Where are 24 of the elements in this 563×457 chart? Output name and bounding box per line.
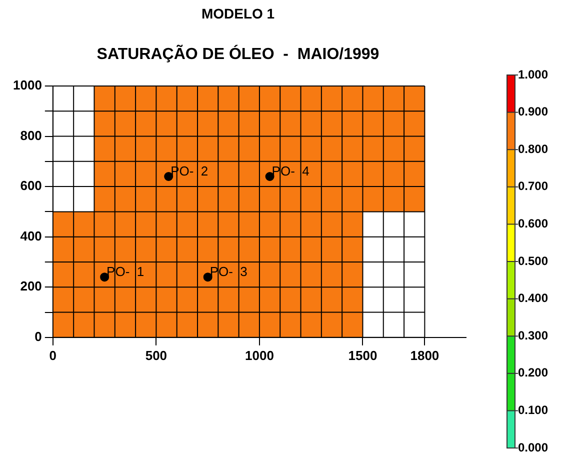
color-bar-label: 0.000	[518, 440, 548, 454]
color-bar-label: 0.300	[518, 328, 548, 342]
color-bar-label: 1.000	[518, 67, 548, 82]
chart-title: MODELO 1	[201, 5, 275, 22]
y-tick-label: 1000	[13, 78, 42, 93]
y-tick-label: 400	[20, 228, 42, 244]
x-tick-label: 500	[145, 348, 168, 363]
color-bar-label: 0.100	[518, 403, 548, 418]
y-tick-label: 0	[34, 328, 42, 344]
x-tick-label: 1800	[410, 348, 440, 363]
x-tick-label: 1000	[245, 348, 274, 363]
y-tick-label: 200	[20, 278, 42, 294]
chart-subtitle: SATURAÇÃO DE ÓLEO - MAIO/1999	[96, 44, 380, 63]
x-tick-label: 1500	[348, 348, 378, 363]
color-bar-label: 0.600	[518, 216, 548, 231]
color-bar-label: 0.800	[518, 142, 548, 156]
y-tick-label: 800	[20, 128, 42, 143]
color-bar-label: 0.700	[518, 179, 548, 194]
color-bar-label: 0.900	[518, 104, 548, 119]
color-bar-label: 0.200	[518, 366, 548, 380]
color-bar-label: 0.500	[518, 254, 548, 268]
color-bar-label: 0.400	[518, 291, 548, 306]
x-tick-label: 0	[49, 348, 57, 363]
y-tick-label: 600	[20, 178, 42, 194]
